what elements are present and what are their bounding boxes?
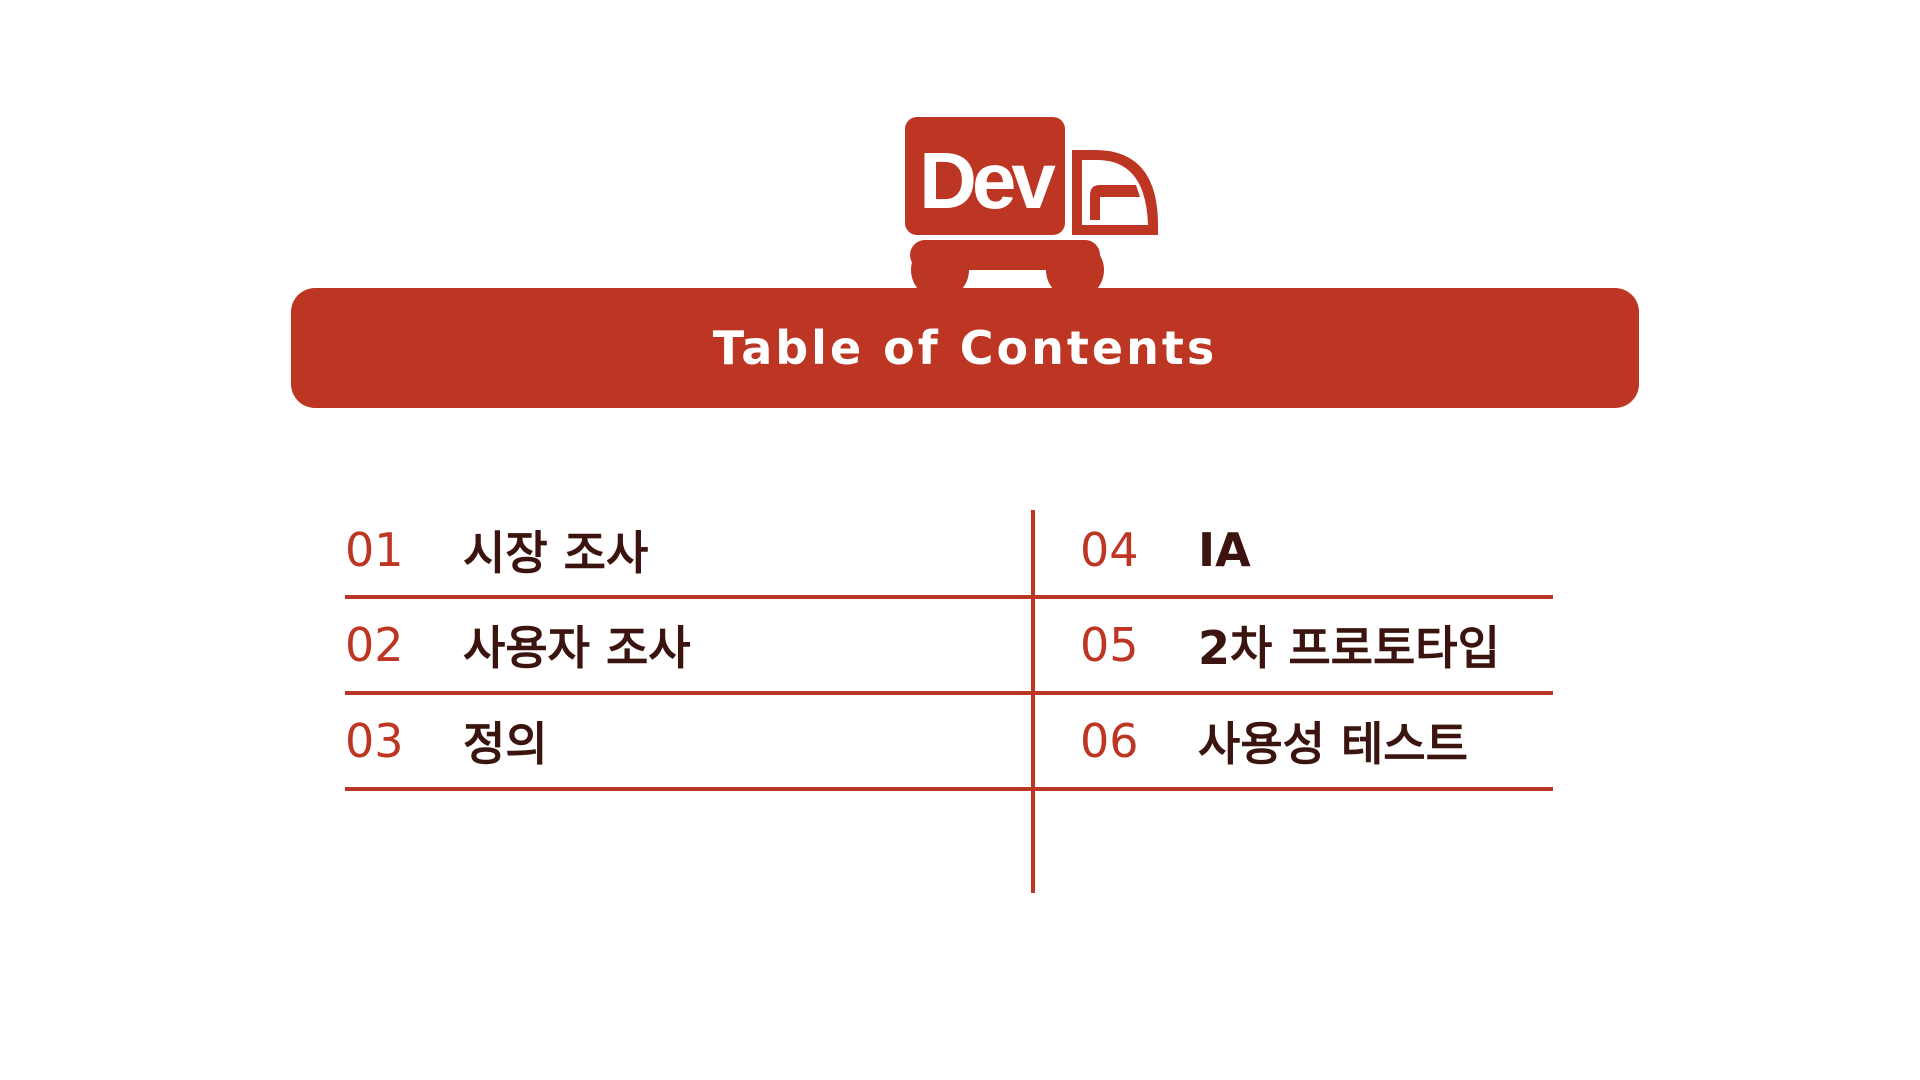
toc-item-06[interactable]: 06 사용성 테스트 bbox=[1035, 695, 1553, 791]
column-divider bbox=[1031, 510, 1035, 893]
toc-item-03[interactable]: 03 정의 bbox=[345, 695, 1031, 791]
toc-left-column: 01 시장 조사 02 사용자 조사 03 정의 bbox=[345, 505, 1031, 791]
toc-label: IA bbox=[1198, 523, 1251, 577]
toc-number: 02 bbox=[345, 618, 404, 672]
toc-label: 사용성 테스트 bbox=[1198, 717, 1468, 771]
toc-number: 05 bbox=[1080, 618, 1139, 672]
dev-truck-logo: Dev bbox=[900, 115, 1160, 300]
toc-label: 사용자 조사 bbox=[463, 621, 691, 675]
toc-item-01[interactable]: 01 시장 조사 bbox=[345, 505, 1031, 599]
toc-right-column: 04 IA 05 2차 프로토타입 06 사용성 테스트 bbox=[1035, 505, 1553, 791]
title-banner: Table of Contents bbox=[291, 288, 1639, 408]
toc-number: 01 bbox=[345, 523, 404, 577]
toc-label: 시장 조사 bbox=[463, 526, 649, 580]
toc-item-05[interactable]: 05 2차 프로토타입 bbox=[1035, 599, 1553, 695]
toc-label: 정의 bbox=[463, 717, 548, 771]
toc-number: 06 bbox=[1080, 714, 1139, 768]
toc-label: 2차 프로토타입 bbox=[1198, 621, 1500, 675]
page-title: Table of Contents bbox=[712, 321, 1218, 375]
toc-number: 03 bbox=[345, 714, 404, 768]
toc-item-04[interactable]: 04 IA bbox=[1035, 505, 1553, 599]
logo-text: Dev bbox=[919, 136, 1056, 225]
toc-number: 04 bbox=[1080, 523, 1139, 577]
toc-item-02[interactable]: 02 사용자 조사 bbox=[345, 599, 1031, 695]
